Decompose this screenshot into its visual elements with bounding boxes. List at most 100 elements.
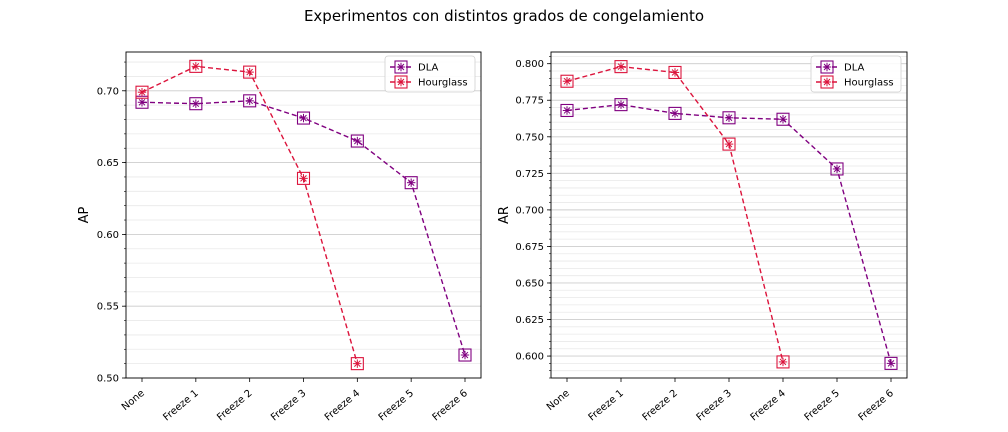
data-point-dla-spoke: [833, 165, 841, 173]
data-point-dla-spoke: [671, 110, 679, 117]
data-point-hourglass-spoke: [246, 68, 253, 76]
data-point-hourglass: [350, 357, 364, 371]
y-tick-label: 0.625: [515, 315, 544, 326]
legend-marker-hourglass: [394, 75, 408, 89]
x-tick-label: Freeze 5: [377, 388, 416, 424]
data-point-dla: [722, 111, 736, 125]
data-point-hourglass-box: [614, 60, 628, 74]
y-axis-label: AR: [497, 206, 512, 224]
data-point-hourglass-spoke: [138, 88, 146, 96]
y-axis-label: AP: [77, 206, 92, 223]
y-tick-label: 0.55: [97, 302, 119, 313]
legend-label-hourglass: Hourglass: [418, 78, 468, 89]
legend-marker-dla-spoke: [397, 63, 405, 71]
data-point-dla-box: [243, 94, 257, 108]
data-point-dla: [458, 348, 472, 362]
axes-frame: [550, 51, 908, 379]
y-tick-label: 0.750: [515, 132, 544, 143]
data-point-dla-box: [296, 111, 311, 125]
y-tick-label: 0.775: [515, 96, 544, 107]
y-tick-label: 0.65: [97, 158, 119, 169]
data-point-dla: [830, 162, 844, 176]
x-tick-label: None: [120, 388, 147, 413]
data-point-hourglass-spoke: [354, 360, 361, 367]
data-point-dla: [189, 97, 203, 111]
data-point-hourglass: [296, 171, 311, 185]
data-point-dla-spoke: [779, 115, 787, 123]
legend-marker-hourglass: [820, 75, 834, 89]
data-point-hourglass-spoke: [617, 63, 625, 70]
chart-ar: 0.600 0.625 0.650 0.675 0.700 0.725 0.750 0.775…: [497, 51, 908, 424]
data-point-dla-spoke: [725, 114, 733, 122]
legend-marker-dla-spoke: [823, 63, 831, 71]
series-line-dla: [141, 100, 466, 356]
series-line-hourglass: [566, 65, 784, 363]
legend-label-hourglass: Hourglass: [844, 78, 894, 89]
x-tick-label: Freeze 2: [641, 388, 680, 424]
data-point-dla-spoke: [192, 100, 200, 108]
data-point-dla-box: [189, 97, 203, 111]
data-point-hourglass-box: [189, 59, 203, 73]
legend-marker-hourglass-spoke: [397, 78, 405, 86]
data-point-dla-spoke: [563, 107, 571, 114]
data-point-dla-box: [830, 162, 844, 176]
data-point-dla: [243, 94, 257, 108]
data-point-dla: [350, 134, 364, 148]
legend-marker-hourglass-box: [820, 75, 834, 89]
data-point-dla-spoke: [407, 179, 415, 187]
legend-label-dla: DLA: [844, 63, 865, 74]
data-point-dla: [404, 176, 418, 190]
data-point-dla-spoke: [354, 137, 361, 145]
data-point-dla-spoke: [300, 114, 307, 122]
data-point-dla-box: [884, 356, 898, 370]
data-point-dla-box: [776, 112, 790, 126]
x-tick-label: Freeze 1: [161, 388, 200, 424]
data-point-hourglass-box: [722, 137, 736, 151]
data-point-dla: [614, 98, 628, 112]
data-point-hourglass-box: [135, 85, 149, 99]
x-tick-label: Freeze 6: [431, 388, 470, 424]
x-tick-label: Freeze 4: [323, 388, 362, 424]
data-point-dla-box: [404, 176, 418, 190]
data-point-hourglass-box: [776, 355, 790, 369]
data-point-hourglass-spoke: [192, 63, 200, 70]
data-point-dla-spoke: [887, 360, 895, 367]
data-point-hourglass-spoke: [725, 140, 733, 148]
x-tick-label: Freeze 5: [803, 388, 842, 424]
data-point-hourglass: [243, 65, 257, 79]
legend-label-dla: DLA: [418, 63, 439, 74]
legend-marker-dla: [394, 60, 408, 74]
figure-title: Experimentos con distintos grados de con…: [304, 7, 704, 25]
y-tick-label: 0.600: [515, 352, 544, 363]
data-point-dla-spoke: [138, 98, 146, 106]
data-point-hourglass: [668, 65, 682, 80]
legend-marker-dla-box: [820, 60, 834, 74]
data-point-hourglass: [560, 74, 574, 88]
x-tick-label: Freeze 3: [695, 388, 734, 424]
data-point-dla: [776, 112, 790, 126]
y-tick-label: 0.60: [97, 230, 119, 241]
legend-marker-dla-box: [394, 60, 408, 74]
data-point-hourglass-spoke: [779, 358, 787, 366]
y-tick-label: 0.650: [515, 278, 544, 289]
data-point-dla: [884, 356, 898, 370]
y-tick-label: 0.70: [97, 86, 119, 97]
data-point-hourglass-spoke: [300, 175, 307, 182]
axes-frame: [125, 51, 482, 379]
data-point-hourglass: [776, 355, 790, 369]
x-tick-label: Freeze 1: [587, 388, 626, 424]
chart-ap: 0.50 0.55 0.60 0.65 0.70 None Freeze 1 Freeze 2…: [77, 51, 482, 424]
data-point-hourglass-box: [350, 357, 364, 371]
y-tick-label: 0.725: [515, 169, 544, 180]
x-tick-label: Freeze 4: [749, 388, 788, 424]
y-tick-label: 0.800: [515, 59, 544, 70]
data-point-dla-box: [458, 348, 472, 362]
data-point-dla-box: [560, 103, 574, 118]
data-point-hourglass: [135, 85, 149, 99]
data-point-hourglass: [189, 59, 203, 73]
data-point-dla-box: [350, 134, 364, 148]
data-point-hourglass-spoke: [563, 77, 571, 85]
y-tick-label: 0.700: [515, 205, 544, 216]
data-point-dla: [296, 111, 311, 125]
